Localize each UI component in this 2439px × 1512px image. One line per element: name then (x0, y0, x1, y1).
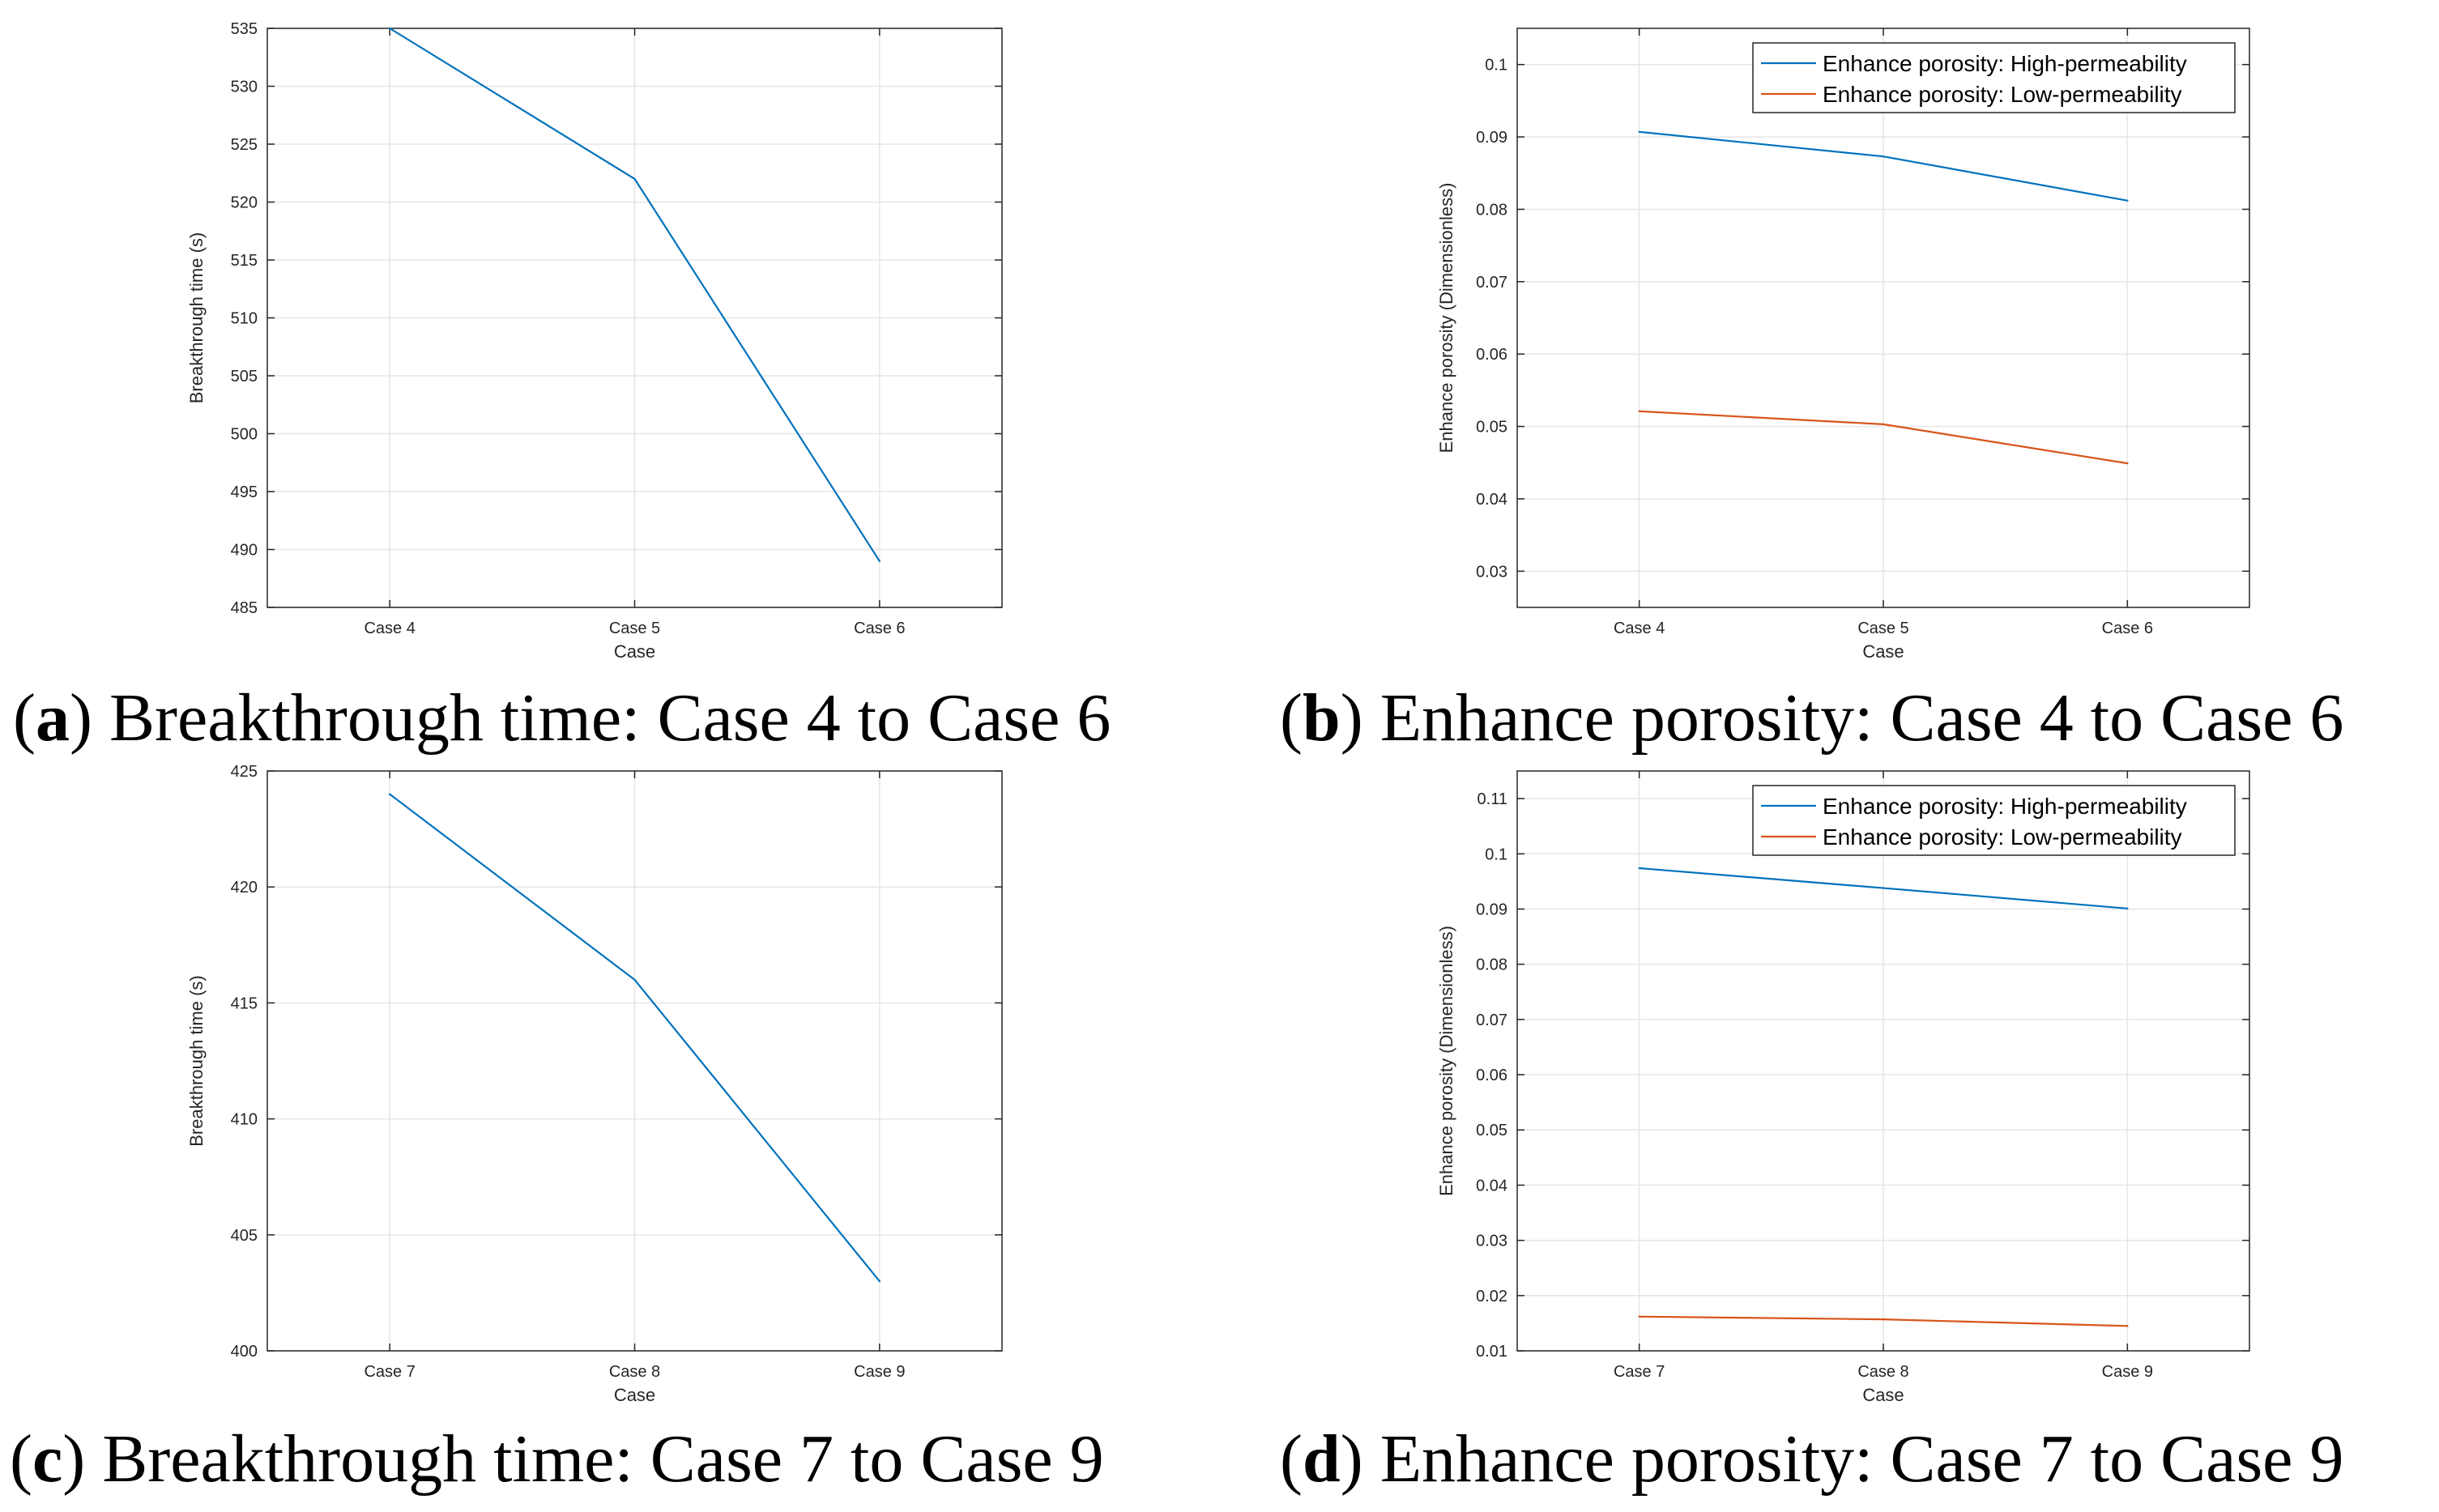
xtick-label-b-1: Case 5 (1857, 620, 1908, 637)
ytick-label-a-3: 500 (231, 426, 258, 444)
ytick-label-c-1: 405 (231, 1227, 258, 1245)
caption-c-text: Breakthrough time: Case 7 to Case 9 (102, 1421, 1104, 1497)
data-point-b-0-2 (2126, 199, 2129, 202)
x-axis-label-a: Case (614, 641, 655, 662)
ytick-label-b-2: 0.05 (1476, 419, 1507, 437)
ytick-label-b-5: 0.08 (1476, 201, 1507, 219)
x-axis-label-d: Case (1862, 1385, 1904, 1405)
data-point-d-1-1 (1882, 1318, 1885, 1321)
ytick-label-a-2: 495 (231, 483, 258, 501)
ytick-label-c-4: 420 (231, 879, 258, 897)
data-point-c-0-0 (388, 793, 391, 795)
ytick-label-c-0: 400 (231, 1343, 258, 1361)
ytick-label-a-0: 485 (231, 599, 258, 617)
ytick-label-d-4: 0.05 (1476, 1122, 1507, 1139)
ytick-label-d-0: 0.01 (1476, 1343, 1507, 1361)
x-axis-label-b: Case (1862, 641, 1904, 662)
legend-entry-d-1: Enhance porosity: Low-permeability (1823, 824, 2182, 850)
data-point-a-0-1 (633, 177, 636, 181)
ytick-label-a-10: 535 (231, 20, 258, 38)
xtick-label-a-1: Case 5 (609, 620, 660, 637)
legend-entry-d-0: Enhance porosity: High-permeability (1823, 794, 2187, 819)
legend-box-b (1752, 42, 2236, 113)
caption-a: (a) Breakthrough time: Case 4 to Case 6 (13, 680, 1111, 756)
legend-b: Enhance porosity: High-permeability Enhan… (1752, 42, 2236, 113)
xtick-label-d-2: Case 9 (2102, 1363, 2153, 1381)
xtick-label-c-1: Case 8 (609, 1363, 660, 1381)
x-axis-label-c: Case (614, 1385, 655, 1405)
caption-b: (b) Enhance porosity: Case 4 to Case 6 (1280, 680, 2344, 756)
ytick-label-d-5: 0.06 (1476, 1067, 1507, 1084)
ytick-label-b-3: 0.06 (1476, 346, 1507, 364)
legend-entry-b-1: Enhance porosity: Low-permeability (1823, 82, 2182, 107)
ytick-label-b-7: 0.1 (1485, 57, 1507, 75)
xtick-label-d-1: Case 8 (1857, 1363, 1908, 1381)
ytick-label-d-6: 0.07 (1476, 1012, 1507, 1029)
xtick-label-b-0: Case 4 (1614, 620, 1665, 637)
ytick-label-b-0: 0.03 (1476, 563, 1507, 581)
ytick-label-d-1: 0.02 (1476, 1288, 1507, 1305)
caption-b-text: Enhance porosity: Case 4 to Case 6 (1379, 680, 2344, 756)
caption-d: (d) Enhance porosity: Case 7 to Case 9 (1280, 1421, 2344, 1497)
chart-panel-a: 485 490 495 500 505 510 515 520 525 530 535 Case 4 C… (186, 20, 1003, 662)
ytick-label-c-2: 410 (231, 1111, 258, 1129)
y-axis-label-c: Breakthrough time (s) (186, 975, 207, 1147)
data-point-d-1-2 (2126, 1325, 2129, 1327)
data-point-b-0-0 (1638, 130, 1640, 134)
xtick-label-a-2: Case 6 (854, 620, 905, 637)
ytick-label-d-7: 0.08 (1476, 956, 1507, 974)
ytick-label-a-4: 505 (231, 368, 258, 385)
xtick-label-b-2: Case 6 (2102, 620, 2153, 637)
chart-panel-b: 0.03 0.04 0.05 0.06 0.07 0.08 0.09 0.1 Case 4 Cas… (1436, 28, 2250, 662)
legend-box-d (1752, 785, 2236, 856)
xtick-label-c-2: Case 9 (854, 1363, 905, 1381)
data-point-d-0-1 (1882, 887, 1885, 889)
caption-d-letter: d (1302, 1421, 1341, 1497)
ytick-label-c-3: 415 (231, 995, 258, 1012)
data-point-d-0-0 (1638, 867, 1640, 870)
caption-b-letter: b (1302, 680, 1341, 756)
ytick-label-b-4: 0.07 (1476, 274, 1507, 292)
data-point-d-1-0 (1638, 1315, 1640, 1318)
legend-d: Enhance porosity: High-permeability Enhan… (1752, 785, 2236, 856)
legend-entry-b-0: Enhance porosity: High-permeability (1823, 51, 2187, 76)
ytick-label-a-6: 515 (231, 252, 258, 270)
caption-a-text: Breakthrough time: Case 4 to Case 6 (109, 680, 1111, 756)
data-point-c-0-1 (633, 978, 636, 981)
ytick-label-a-1: 490 (231, 542, 258, 560)
ytick-label-d-9: 0.1 (1485, 845, 1507, 863)
ytick-label-b-1: 0.04 (1476, 491, 1507, 509)
caption-a-letter: a (35, 680, 70, 756)
data-point-d-0-2 (2126, 907, 2129, 909)
caption-d-text: Enhance porosity: Case 7 to Case 9 (1379, 1421, 2344, 1497)
ytick-label-a-5: 510 (231, 310, 258, 328)
chart-panel-c: 400 405 410 415 420 425 Case 7 Case 8 Case 9 Case… (186, 763, 1003, 1405)
ytick-label-d-8: 0.09 (1476, 901, 1507, 918)
data-point-a-0-0 (388, 27, 391, 30)
ytick-label-a-9: 530 (231, 79, 258, 96)
y-axis-label-a: Breakthrough time (s) (186, 232, 207, 404)
data-point-b-1-1 (1882, 423, 1885, 426)
data-point-c-0-2 (878, 1280, 881, 1283)
y-axis-label-d: Enhance porosity (Dimensionless) (1436, 926, 1456, 1196)
caption-c-letter: c (32, 1421, 63, 1497)
y-axis-label-b: Enhance porosity (Dimensionless) (1436, 183, 1456, 454)
xtick-label-d-0: Case 7 (1614, 1363, 1665, 1381)
caption-c: (c) Breakthrough time: Case 7 to Case 9 (10, 1421, 1104, 1497)
xtick-label-a-0: Case 4 (364, 620, 415, 637)
data-point-b-1-0 (1638, 410, 1640, 412)
chart-panel-d: 0.01 0.02 0.03 0.04 0.05 0.06 0.07 0.08 0.09 0.1 0… (1436, 770, 2250, 1405)
data-point-a-0-2 (878, 560, 881, 562)
ytick-label-c-5: 425 (231, 763, 258, 781)
ytick-label-b-6: 0.09 (1476, 129, 1507, 147)
ytick-label-a-8: 525 (231, 136, 258, 154)
data-point-b-0-1 (1882, 155, 1885, 158)
ytick-label-d-3: 0.04 (1476, 1177, 1507, 1195)
data-point-b-1-2 (2126, 462, 2129, 465)
xtick-label-c-0: Case 7 (364, 1363, 415, 1381)
ytick-label-d-10: 0.11 (1477, 790, 1507, 808)
ytick-label-a-7: 520 (231, 194, 258, 212)
ytick-label-d-2: 0.03 (1476, 1233, 1507, 1250)
